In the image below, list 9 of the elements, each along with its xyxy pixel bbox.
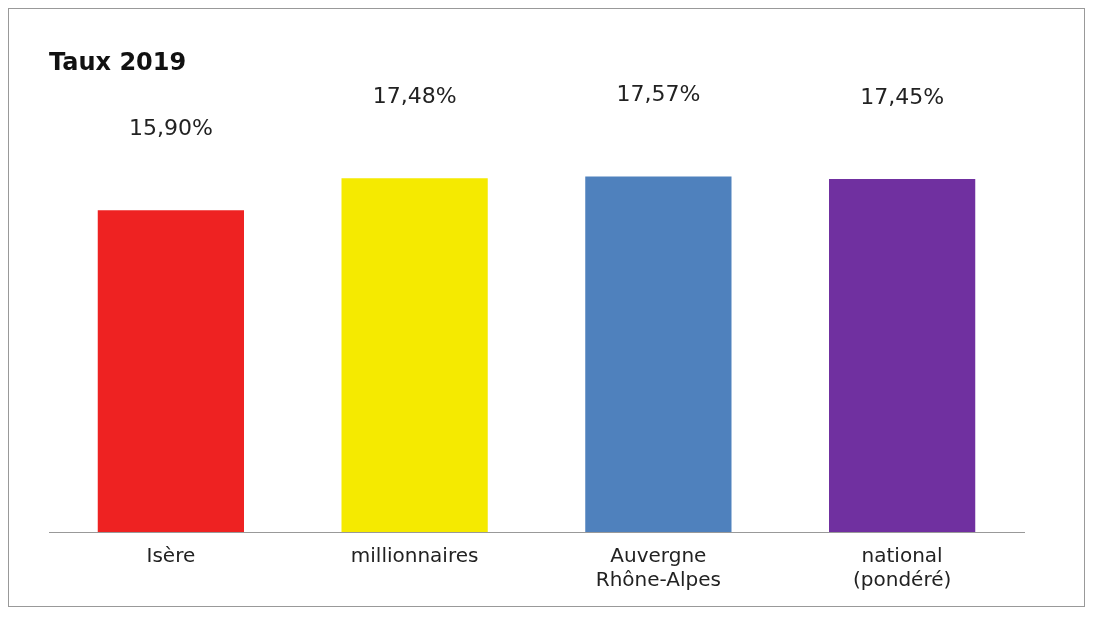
x-tick-label: national (pondéré) xyxy=(852,543,952,592)
data-label: 17,48% xyxy=(372,83,457,109)
data-label: 17,57% xyxy=(616,81,701,107)
chart-title: Taux 2019 xyxy=(49,47,187,76)
data-label: 15,90% xyxy=(128,115,213,141)
x-tick-label: Isère xyxy=(146,543,196,568)
x-tick-label: Auvergne Rhône-Alpes xyxy=(595,543,721,592)
data-label: 17,45% xyxy=(860,83,945,109)
x-tick-label: millionnaires xyxy=(350,543,479,568)
